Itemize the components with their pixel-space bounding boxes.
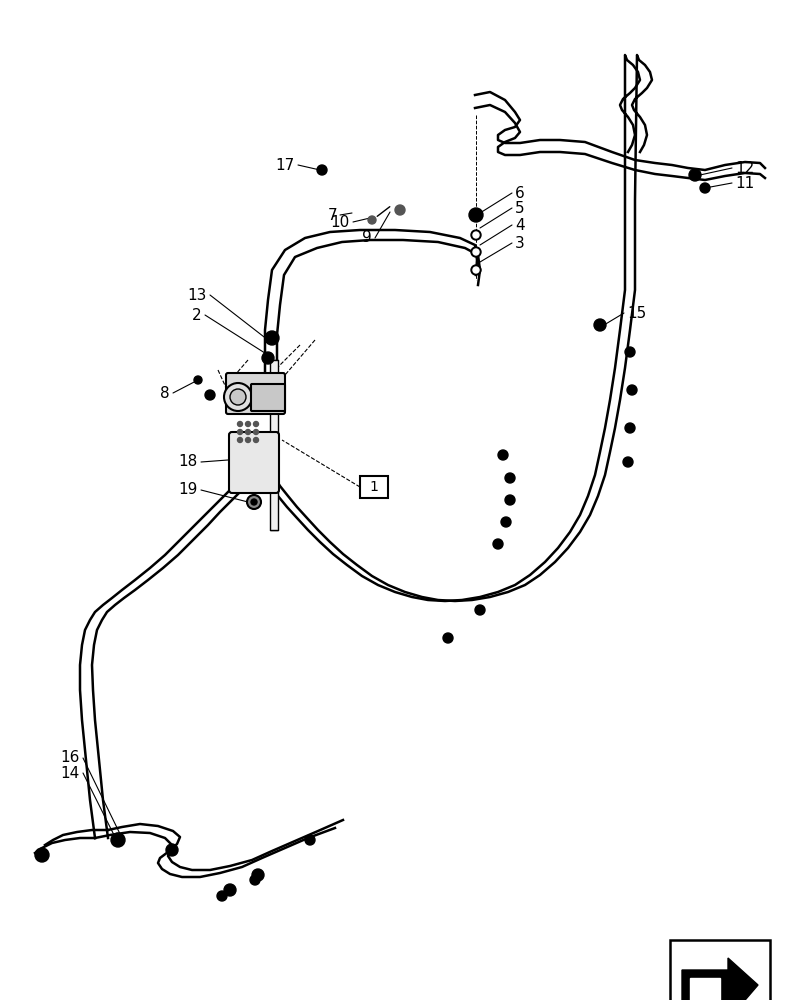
Circle shape: [689, 169, 700, 181]
Circle shape: [253, 422, 258, 426]
Text: 17: 17: [276, 158, 294, 173]
Circle shape: [247, 495, 260, 509]
Bar: [359, 476, 388, 498]
Circle shape: [237, 422, 242, 426]
Circle shape: [504, 495, 514, 505]
Circle shape: [204, 390, 215, 400]
Text: 3: 3: [514, 235, 524, 250]
Circle shape: [474, 605, 484, 615]
Circle shape: [245, 430, 250, 434]
Circle shape: [237, 438, 242, 442]
Circle shape: [473, 267, 478, 273]
Circle shape: [626, 385, 636, 395]
Text: 16: 16: [61, 750, 80, 766]
Text: 9: 9: [362, 231, 371, 245]
Circle shape: [165, 844, 178, 856]
Circle shape: [251, 499, 257, 505]
Bar: [669, 940, 769, 1000]
Text: 19: 19: [178, 483, 198, 497]
Circle shape: [245, 422, 250, 426]
Circle shape: [469, 208, 483, 222]
Circle shape: [224, 884, 236, 896]
Text: 18: 18: [178, 454, 198, 470]
Text: 4: 4: [514, 218, 524, 233]
Circle shape: [217, 891, 227, 901]
Circle shape: [253, 438, 258, 442]
Circle shape: [504, 473, 514, 483]
Circle shape: [470, 230, 480, 240]
Circle shape: [699, 183, 709, 193]
Circle shape: [230, 389, 246, 405]
Circle shape: [500, 517, 510, 527]
Bar: [270, 360, 277, 530]
Text: 6: 6: [514, 186, 524, 201]
FancyBboxPatch shape: [251, 384, 285, 411]
FancyBboxPatch shape: [229, 432, 279, 493]
Text: 10: 10: [330, 215, 350, 230]
Circle shape: [470, 265, 480, 275]
Circle shape: [237, 430, 242, 434]
Text: 15: 15: [626, 306, 646, 320]
Circle shape: [624, 423, 634, 433]
Circle shape: [250, 875, 260, 885]
Text: 12: 12: [734, 161, 753, 176]
Circle shape: [473, 232, 478, 238]
Circle shape: [316, 165, 327, 175]
Circle shape: [245, 438, 250, 442]
Text: 5: 5: [514, 201, 524, 216]
Circle shape: [594, 319, 605, 331]
Circle shape: [443, 633, 453, 643]
Circle shape: [253, 430, 258, 434]
Circle shape: [35, 848, 49, 862]
Circle shape: [264, 331, 279, 345]
Circle shape: [251, 869, 264, 881]
Circle shape: [194, 376, 202, 384]
Text: 8: 8: [161, 385, 169, 400]
Polygon shape: [681, 958, 757, 1000]
FancyBboxPatch shape: [225, 373, 285, 414]
Text: 1: 1: [369, 480, 378, 494]
Circle shape: [624, 347, 634, 357]
Circle shape: [111, 833, 125, 847]
Circle shape: [305, 835, 315, 845]
Circle shape: [224, 383, 251, 411]
Text: 13: 13: [187, 288, 207, 302]
Circle shape: [470, 247, 480, 257]
Circle shape: [473, 249, 478, 255]
Circle shape: [497, 450, 508, 460]
Circle shape: [394, 205, 405, 215]
Text: 11: 11: [734, 176, 753, 191]
Circle shape: [367, 216, 375, 224]
Text: 14: 14: [61, 766, 80, 780]
Circle shape: [622, 457, 633, 467]
Polygon shape: [689, 978, 719, 1000]
Circle shape: [492, 539, 502, 549]
Text: 2: 2: [192, 308, 202, 322]
Text: 7: 7: [327, 208, 337, 223]
Circle shape: [262, 352, 273, 364]
